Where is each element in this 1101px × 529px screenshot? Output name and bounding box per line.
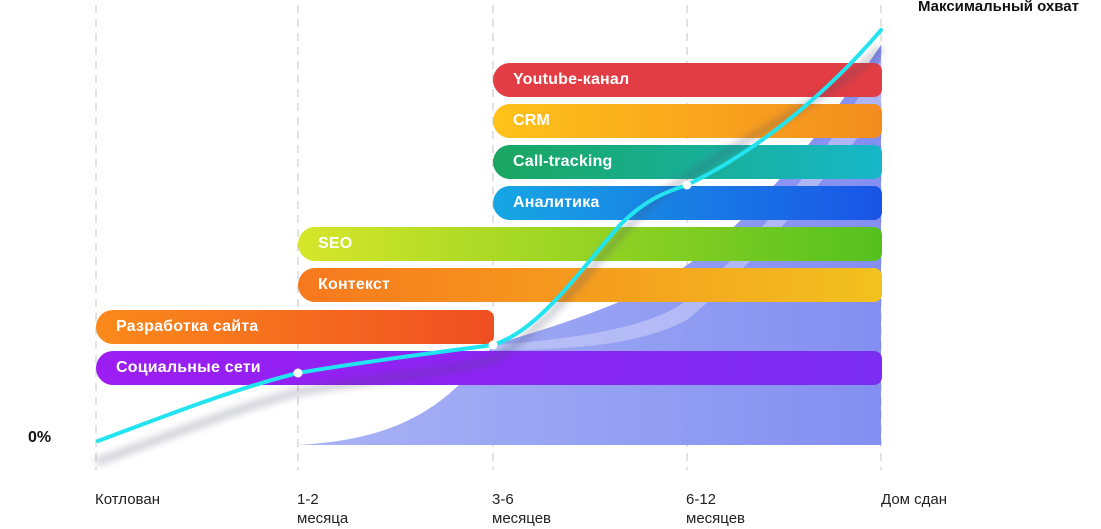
bar-site-development: Разработка сайта	[96, 310, 494, 344]
zero-percent-label: 0%	[28, 429, 52, 446]
max-reach-label: Максимальный охват	[918, 0, 1079, 15]
bar-crm: CRM	[493, 104, 882, 138]
stage-label-2: 3-6 месяцев	[492, 490, 551, 528]
bar-label: Социальные сети	[116, 359, 261, 376]
stage-label-4: Дом сдан	[881, 490, 947, 509]
stage-label-line1: Котлован	[95, 491, 160, 508]
stage-label-line1: 3-6	[492, 491, 514, 508]
stage-label-line2: месяцев	[686, 510, 746, 527]
bar-label: Разработка сайта	[116, 318, 259, 335]
stage-label-line2: месяца	[297, 510, 349, 527]
bar-analytics: Аналитика	[493, 186, 882, 220]
bar-label: Аналитика	[513, 194, 600, 211]
bar-label: Youtube-канал	[513, 71, 630, 88]
bar-social-networks: Социальные сети	[96, 351, 882, 385]
stage-label-line2: месяцев	[492, 510, 552, 527]
bar-label: CRM	[513, 112, 551, 129]
stage-label-line1: 1-2	[297, 491, 319, 508]
stage-label-line1: Дом сдан	[881, 491, 948, 508]
bar-youtube: Youtube-канал	[493, 63, 882, 97]
bar-label: SEO	[318, 235, 353, 252]
bar-label: Контекст	[318, 276, 391, 293]
bar-context: Контекст	[298, 268, 882, 302]
bar-label: Call-tracking	[513, 153, 613, 170]
stage-label-3: 6-12 месяцев	[686, 490, 745, 528]
stage-label-line1: 6-12	[686, 491, 717, 508]
bar-call-tracking: Call-tracking	[493, 145, 882, 179]
stage-label-0: Котлован	[95, 490, 160, 509]
bar-seo: SEO	[298, 227, 882, 261]
stage-label-1: 1-2 месяца	[297, 490, 348, 528]
